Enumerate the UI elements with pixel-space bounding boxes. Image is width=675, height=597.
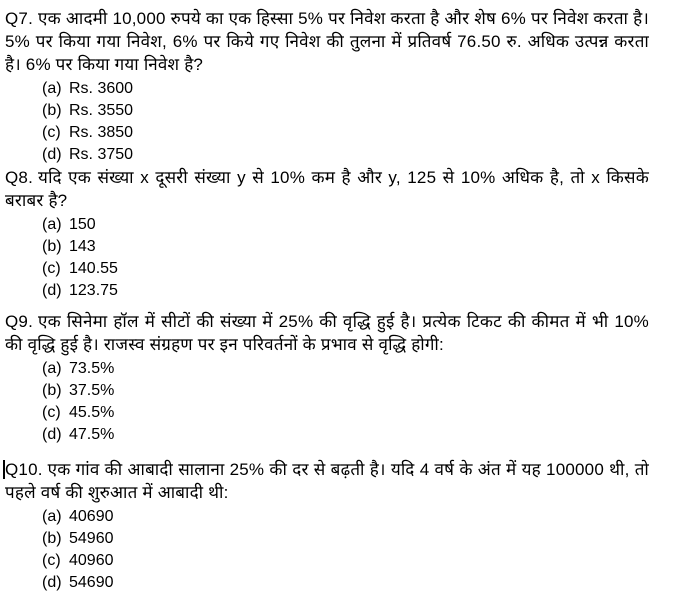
option-label: (a): [42, 508, 62, 525]
question-body: एक आदमी 10,000 रुपये का एक हिस्सा 5% पर …: [5, 9, 649, 74]
options-list: (a) 150 (b) 143 (c) 140.55 (d) 123.75: [5, 214, 649, 302]
question-block-q7: Q7. एक आदमी 10,000 रुपये का एक हिस्सा 5% …: [5, 7, 649, 166]
option-row: (a) 73.5%: [5, 358, 649, 380]
option-value: 45.5%: [69, 404, 115, 421]
option-value: Rs. 3600: [69, 80, 134, 97]
option-label: (c): [42, 404, 61, 421]
option-label: (b): [42, 530, 62, 547]
option-label: (b): [42, 238, 62, 255]
option-row: (a) 150: [5, 214, 649, 236]
option-row: (d) 123.75: [5, 280, 649, 302]
option-row: (c) Rs. 3850: [5, 122, 649, 144]
option-label: (a): [42, 360, 62, 377]
question-body: एक सिनेमा हॉल में सीटों की संख्या में 25…: [5, 312, 649, 354]
option-label: (c): [42, 552, 61, 569]
question-number: Q10.: [5, 460, 43, 479]
option-value: Rs. 3850: [69, 124, 134, 141]
option-value: 140.55: [69, 260, 118, 277]
option-row: (b) 54960: [5, 528, 649, 550]
text-cursor: [3, 460, 5, 479]
option-label: (c): [42, 124, 61, 141]
option-row: (c) 40960: [5, 550, 649, 572]
question-body: यदि एक संख्या x दूसरी संख्या y से 10% कम…: [5, 168, 649, 210]
options-list: (a) 40690 (b) 54960 (c) 40960 (d) 54690: [5, 506, 649, 594]
question-text: Q10. एक गांव की आबादी सालाना 25% की दर से…: [5, 458, 649, 504]
option-row: (d) 54690: [5, 572, 649, 594]
option-row: (d) 47.5%: [5, 424, 649, 446]
option-label: (d): [42, 574, 62, 591]
option-value: 54960: [69, 530, 114, 547]
option-value: 40960: [69, 552, 114, 569]
option-label: (b): [42, 382, 62, 399]
option-row: (c) 140.55: [5, 258, 649, 280]
option-value: 123.75: [69, 282, 118, 299]
question-text: Q8. यदि एक संख्या x दूसरी संख्या y से 10%…: [5, 166, 649, 212]
question-block-q8: Q8. यदि एक संख्या x दूसरी संख्या y से 10%…: [5, 166, 649, 302]
option-value: Rs. 3550: [69, 102, 134, 119]
question-number: Q9.: [5, 312, 34, 331]
options-list: (a) 73.5% (b) 37.5% (c) 45.5% (d) 47.5%: [5, 358, 649, 446]
question-text: Q9. एक सिनेमा हॉल में सीटों की संख्या में…: [5, 310, 649, 356]
option-value: 40690: [69, 508, 114, 525]
option-value: 54690: [69, 574, 114, 591]
option-label: (c): [42, 260, 61, 277]
option-label: (d): [42, 146, 62, 163]
option-value: 73.5%: [69, 360, 115, 377]
option-value: 150: [69, 216, 96, 233]
question-number: Q8.: [5, 168, 34, 187]
option-row: (c) 45.5%: [5, 402, 649, 424]
options-list: (a) Rs. 3600 (b) Rs. 3550 (c) Rs. 3850 (…: [5, 78, 649, 166]
question-text: Q7. एक आदमी 10,000 रुपये का एक हिस्सा 5% …: [5, 7, 649, 76]
question-number: Q7.: [5, 9, 34, 28]
option-row: (d) Rs. 3750: [5, 144, 649, 166]
option-row: (b) 37.5%: [5, 380, 649, 402]
option-label: (d): [42, 282, 62, 299]
option-label: (b): [42, 102, 62, 119]
option-label: (d): [42, 426, 62, 443]
question-block-q9: Q9. एक सिनेमा हॉल में सीटों की संख्या में…: [5, 310, 649, 446]
option-label: (a): [42, 80, 62, 97]
option-value: 47.5%: [69, 426, 115, 443]
option-row: (b) 143: [5, 236, 649, 258]
option-row: (a) 40690: [5, 506, 649, 528]
question-body: एक गांव की आबादी सालाना 25% की दर से बढ़…: [5, 460, 649, 502]
option-value: Rs. 3750: [69, 146, 134, 163]
option-label: (a): [42, 216, 62, 233]
option-value: 37.5%: [69, 382, 115, 399]
option-value: 143: [69, 238, 96, 255]
option-row: (a) Rs. 3600: [5, 78, 649, 100]
question-block-q10: Q10. एक गांव की आबादी सालाना 25% की दर से…: [3, 458, 649, 594]
option-row: (b) Rs. 3550: [5, 100, 649, 122]
